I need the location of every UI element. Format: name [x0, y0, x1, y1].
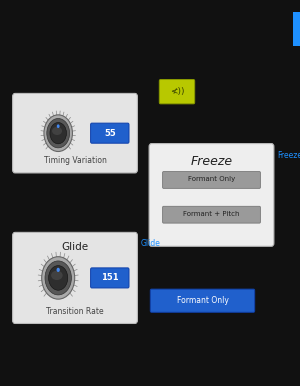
FancyBboxPatch shape — [91, 123, 129, 143]
Bar — [292, 12, 300, 46]
FancyBboxPatch shape — [163, 171, 260, 188]
Text: ≮)): ≮)) — [170, 87, 184, 96]
Ellipse shape — [45, 261, 71, 295]
Text: 55: 55 — [104, 129, 116, 138]
Text: Transition Rate: Transition Rate — [46, 307, 104, 316]
Ellipse shape — [47, 119, 70, 148]
Text: Formant Only: Formant Only — [177, 296, 228, 305]
FancyBboxPatch shape — [91, 268, 129, 288]
Ellipse shape — [44, 115, 73, 151]
Ellipse shape — [57, 268, 60, 272]
Text: Glide: Glide — [141, 239, 161, 248]
Ellipse shape — [51, 271, 63, 280]
FancyBboxPatch shape — [163, 206, 260, 223]
Text: Freeze: Freeze — [278, 151, 300, 159]
Ellipse shape — [42, 257, 75, 299]
Ellipse shape — [52, 127, 62, 135]
FancyBboxPatch shape — [13, 232, 137, 323]
Ellipse shape — [49, 266, 68, 290]
Text: Freeze: Freeze — [190, 155, 232, 168]
Ellipse shape — [57, 124, 60, 128]
Ellipse shape — [50, 122, 67, 144]
FancyBboxPatch shape — [159, 80, 195, 104]
Text: Glide: Glide — [61, 242, 88, 252]
FancyBboxPatch shape — [149, 144, 274, 246]
FancyBboxPatch shape — [150, 289, 255, 312]
FancyBboxPatch shape — [13, 93, 137, 173]
Text: Formant + Pitch: Formant + Pitch — [183, 211, 240, 217]
Text: 151: 151 — [101, 273, 118, 283]
Text: Timing Variation: Timing Variation — [44, 156, 106, 165]
Text: Formant Only: Formant Only — [188, 176, 235, 182]
